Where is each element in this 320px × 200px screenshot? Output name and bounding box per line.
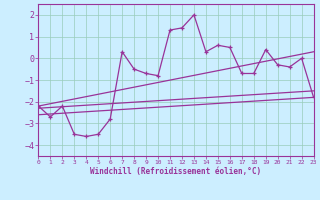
- X-axis label: Windchill (Refroidissement éolien,°C): Windchill (Refroidissement éolien,°C): [91, 167, 261, 176]
